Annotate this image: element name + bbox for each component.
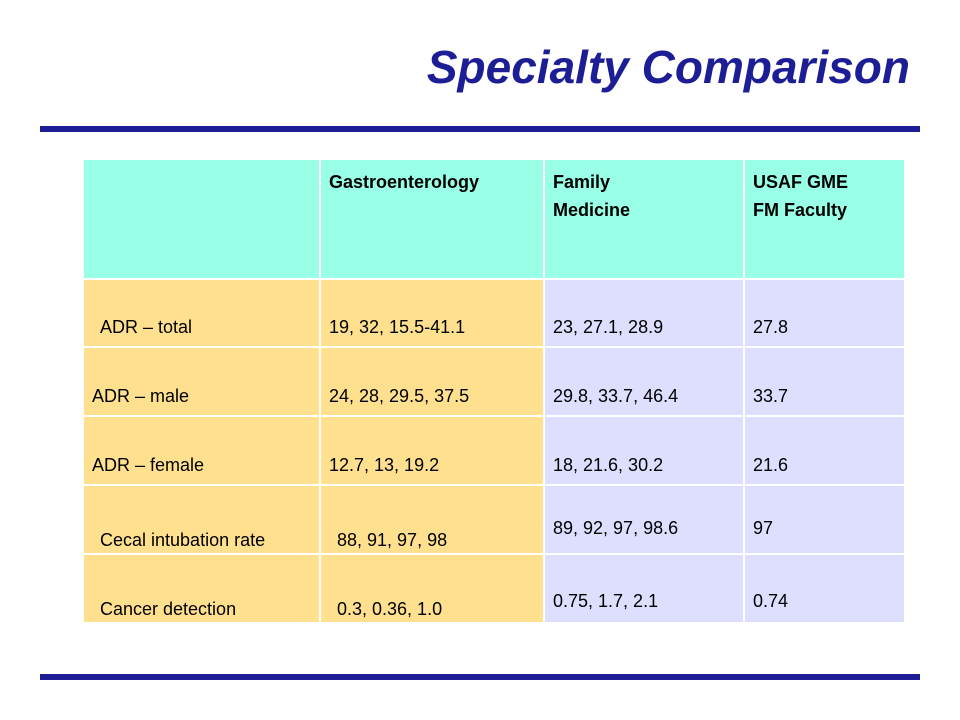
usaf-faculty-value: 33.7 <box>753 386 789 406</box>
table-row: ADR – female 12.7, 13, 19.2 18, 21.6, 30… <box>84 416 904 486</box>
table-row: Cecal intubation rate 88, 91, 97, 98 89,… <box>84 485 904 555</box>
top-divider <box>40 126 920 132</box>
table-row: ADR – male 24, 28, 29.5, 37.5 29.8, 33.7… <box>84 347 904 417</box>
family-medicine-value: 29.8, 33.7, 46.4 <box>553 386 679 406</box>
gastroenterology-cell: 19, 32, 15.5-41.1 <box>320 279 545 348</box>
header-family-medicine-line1: Family <box>553 172 611 192</box>
gastroenterology-cell: 88, 91, 97, 98 <box>320 485 545 555</box>
usaf-faculty-cell: 21.6 <box>744 416 904 486</box>
table-row: ADR – total 19, 32, 15.5-41.1 23, 27.1, … <box>84 279 904 348</box>
header-usaf-faculty-line1: USAF GME <box>753 172 849 192</box>
usaf-faculty-value: 21.6 <box>753 455 789 475</box>
usaf-faculty-cell: 97 <box>744 485 904 555</box>
header-gastroenterology-label: Gastroenterology <box>329 172 480 192</box>
usaf-faculty-value: 27.8 <box>753 317 789 337</box>
row-label: ADR – female <box>92 455 205 475</box>
family-medicine-value: 89, 92, 97, 98.6 <box>553 518 679 538</box>
row-label: Cecal intubation rate <box>100 530 266 550</box>
gastroenterology-value: 0.3, 0.36, 1.0 <box>337 599 443 619</box>
usaf-faculty-cell: 27.8 <box>744 279 904 348</box>
gastroenterology-cell: 0.3, 0.36, 1.0 <box>320 554 545 624</box>
family-medicine-cell: 0.75, 1.7, 2.1 <box>544 554 745 624</box>
family-medicine-value: 23, 27.1, 28.9 <box>553 317 664 337</box>
gastroenterology-value: 12.7, 13, 19.2 <box>329 455 440 475</box>
header-gastroenterology: Gastroenterology <box>320 160 545 280</box>
usaf-faculty-value: 97 <box>753 518 774 538</box>
usaf-faculty-cell: 33.7 <box>744 347 904 417</box>
gastroenterology-value: 24, 28, 29.5, 37.5 <box>329 386 470 406</box>
row-label: Cancer detection <box>100 599 237 619</box>
row-label-cell: ADR – total <box>84 279 321 348</box>
header-family-medicine-line2: Medicine <box>553 200 631 220</box>
usaf-faculty-value: 0.74 <box>753 591 789 611</box>
row-label-cell: ADR – male <box>84 347 321 417</box>
family-medicine-cell: 18, 21.6, 30.2 <box>544 416 745 486</box>
gastroenterology-cell: 12.7, 13, 19.2 <box>320 416 545 486</box>
header-empty-cell <box>84 160 321 280</box>
slide-title: Specialty Comparison <box>426 41 910 93</box>
usaf-faculty-cell: 0.74 <box>744 554 904 624</box>
specialty-comparison-table: Gastroenterology Family Medicine USAF GM… <box>84 160 904 624</box>
row-label-cell: Cancer detection <box>84 554 321 624</box>
row-label: ADR – male <box>92 386 190 406</box>
header-usaf-faculty: USAF GME FM Faculty <box>744 160 904 280</box>
table-row: Cancer detection 0.3, 0.36, 1.0 0.75, 1.… <box>84 554 904 624</box>
row-label-cell: ADR – female <box>84 416 321 486</box>
family-medicine-value: 18, 21.6, 30.2 <box>553 455 664 475</box>
gastroenterology-cell: 24, 28, 29.5, 37.5 <box>320 347 545 417</box>
table-header-row: Gastroenterology Family Medicine USAF GM… <box>84 160 904 280</box>
gastroenterology-value: 88, 91, 97, 98 <box>337 530 448 550</box>
family-medicine-cell: 23, 27.1, 28.9 <box>544 279 745 348</box>
bottom-divider <box>40 674 920 680</box>
family-medicine-cell: 89, 92, 97, 98.6 <box>544 485 745 555</box>
header-family-medicine: Family Medicine <box>544 160 745 280</box>
header-usaf-faculty-line2: FM Faculty <box>753 200 848 220</box>
family-medicine-cell: 29.8, 33.7, 46.4 <box>544 347 745 417</box>
row-label-cell: Cecal intubation rate <box>84 485 321 555</box>
row-label: ADR – total <box>100 317 193 337</box>
family-medicine-value: 0.75, 1.7, 2.1 <box>553 591 659 611</box>
gastroenterology-value: 19, 32, 15.5-41.1 <box>329 317 466 337</box>
